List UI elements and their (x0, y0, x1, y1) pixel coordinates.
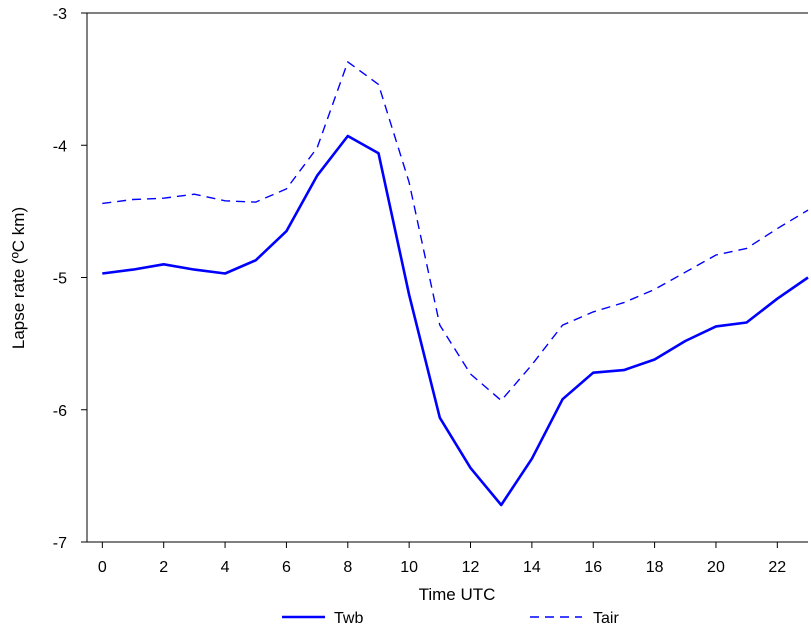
legend-label-tair: Tair (593, 610, 619, 627)
y-tick-label: -7 (53, 535, 67, 552)
x-tick-label: 22 (768, 559, 786, 576)
x-tick-label: 4 (221, 559, 230, 576)
x-tick-label: 12 (462, 559, 480, 576)
y-tick-label: -5 (53, 271, 67, 288)
x-tick-label: 14 (523, 559, 541, 576)
y-tick-label: -6 (53, 403, 67, 420)
plot-frame (86, 12, 808, 543)
x-axis-label: Time UTC (419, 585, 496, 604)
x-tick-label: 20 (707, 559, 725, 576)
series-line-twb (102, 134, 809, 507)
x-tick-label: 8 (343, 559, 352, 576)
series-line-tair (102, 61, 809, 402)
x-ticks: 0 2 4 6 8 10 12 14 16 18 20 22 (98, 542, 786, 576)
y-ticks: -7 -6 -5 -4 -3 (53, 6, 87, 552)
x-tick-label: 16 (584, 559, 602, 576)
series-layer (102, 61, 809, 507)
x-tick-label: 10 (400, 559, 418, 576)
x-tick-label: 18 (646, 559, 664, 576)
legend-label-twb: Twb (334, 610, 363, 627)
x-tick-label: 0 (98, 559, 107, 576)
y-axis-label: Lapse rate (ºC km) (9, 207, 28, 349)
legend: Twb Tair (282, 610, 619, 627)
y-tick-label: -3 (53, 6, 67, 23)
x-tick-label: 2 (159, 559, 168, 576)
y-tick-label: -4 (53, 138, 67, 155)
x-tick-label: 6 (282, 559, 291, 576)
